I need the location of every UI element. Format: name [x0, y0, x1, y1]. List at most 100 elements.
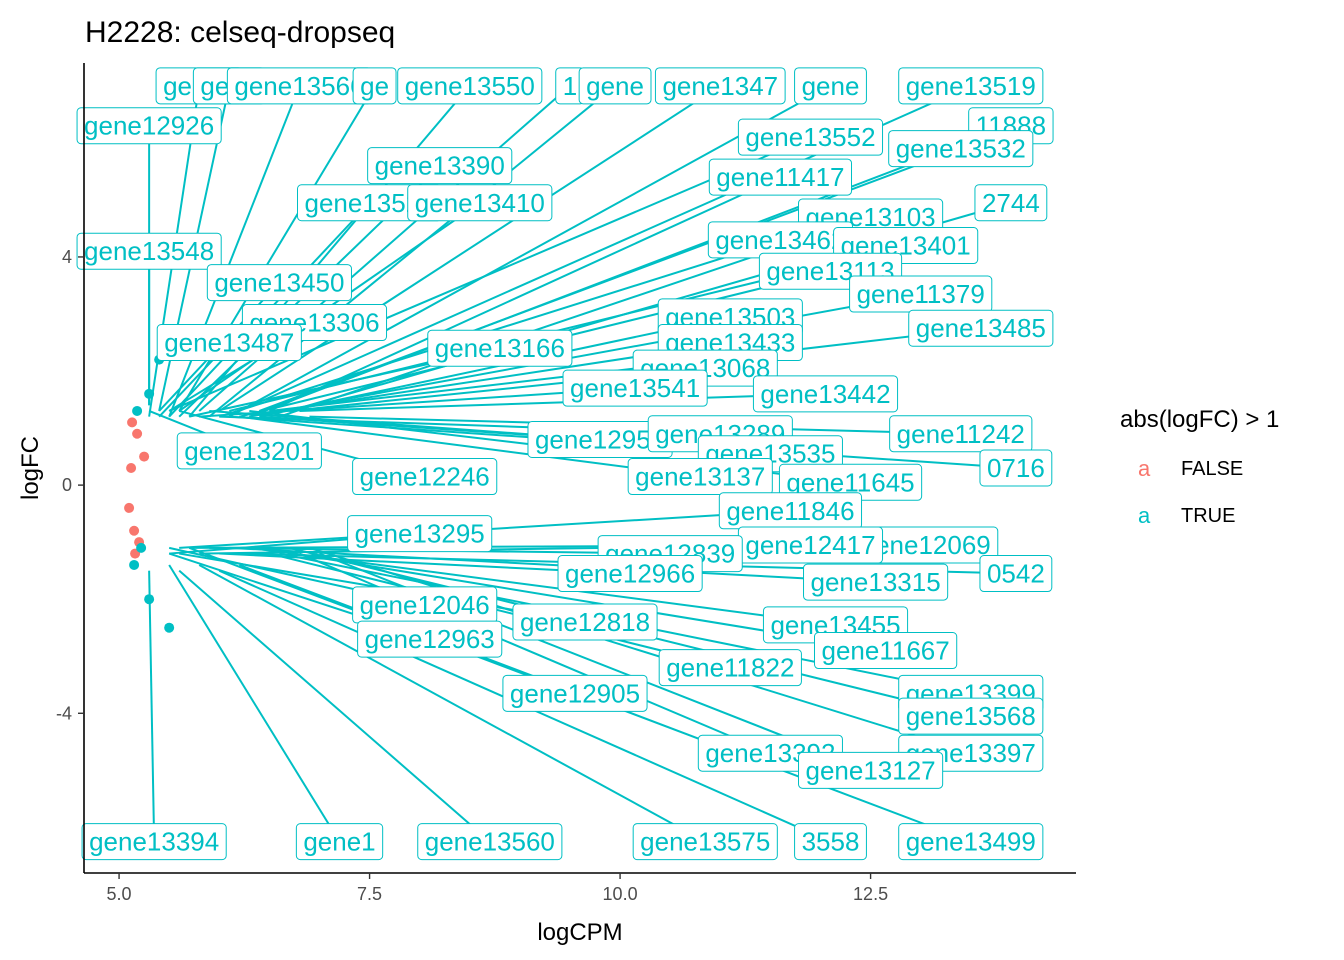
- gene-label-text: 0716: [987, 453, 1045, 483]
- gene-label: gene13485: [908, 309, 1054, 347]
- gene-label-text: gene11417: [716, 162, 844, 192]
- gene-label-box: [654, 67, 786, 105]
- gene-label: gene11417: [708, 158, 853, 196]
- label-segment: [268, 176, 781, 412]
- gene-label: gene13550: [397, 67, 543, 105]
- gene-label: gene1: [295, 823, 384, 861]
- gene-label: gene13552: [737, 118, 884, 156]
- gene-label: gene: [578, 67, 652, 105]
- gene-label-box: [794, 67, 867, 105]
- gene-label: gene12818: [512, 603, 658, 641]
- gene-label-box: [888, 130, 1034, 168]
- label-segment: [299, 392, 826, 412]
- label-segment: [168, 564, 341, 843]
- gene-label-box: [627, 458, 773, 496]
- gene-label-box: [898, 67, 1044, 105]
- gene-label: 2744: [974, 184, 1048, 222]
- gene-label: gene13487: [156, 324, 302, 362]
- gene-label: gene13410: [407, 184, 553, 222]
- label-segment: [228, 84, 831, 418]
- gene-label-text: 1: [563, 71, 577, 101]
- gene-label-text: gene13566: [234, 71, 364, 101]
- data-point: [164, 622, 175, 633]
- gene-label-text: gene13410: [415, 188, 545, 218]
- gene-label-box: [752, 375, 899, 413]
- label-segment: [229, 546, 876, 584]
- gene-label-text: gene13487: [164, 328, 294, 358]
- gene-label: gene12246: [352, 458, 498, 496]
- gene-label-text: gene12966: [565, 559, 695, 589]
- gene-label-text: gene12905: [510, 678, 640, 708]
- label-segment: [309, 546, 972, 755]
- data-point: [139, 451, 150, 462]
- gene-label: gene12417: [737, 526, 884, 564]
- gene-label-box: [658, 649, 802, 687]
- gene-label-text: gene12046: [360, 590, 490, 620]
- gene-label-text: gene13532: [896, 134, 1026, 164]
- gene-label: gene11822: [658, 649, 802, 687]
- gene-label: gene13462: [707, 221, 853, 259]
- gene-label-text: gene13166: [435, 333, 565, 363]
- gene-label-box: [357, 620, 503, 658]
- gene-label-box: [81, 823, 227, 861]
- gene-label: gene13394: [81, 823, 227, 861]
- gene-label-box: [407, 184, 553, 222]
- gene-label-text: gene13442: [760, 379, 890, 409]
- data-point: [129, 559, 140, 570]
- gene-label-text: gene13295: [355, 519, 485, 549]
- label-segment: [198, 564, 706, 843]
- data-point: [132, 405, 143, 416]
- label-segment: [249, 293, 921, 418]
- gene-label-box: [367, 147, 513, 185]
- y-ticks: -4 0 4: [56, 247, 84, 723]
- label-segment: [259, 315, 731, 418]
- gene-label-text: gene1347: [662, 71, 778, 101]
- gene-label-box: [979, 449, 1053, 487]
- gene-label: gene13519: [898, 67, 1044, 105]
- gene-label-box: [974, 184, 1048, 222]
- y-tick-label: -4: [56, 703, 72, 723]
- gene-label: gene13450: [206, 264, 352, 302]
- gene-label-text: gene11822: [666, 653, 794, 683]
- gene-label-box: [898, 697, 1044, 735]
- data-point: [136, 542, 147, 553]
- data-point: [127, 417, 138, 428]
- gene-label-text: gene13450: [214, 268, 344, 298]
- y-tick-label: 0: [62, 475, 72, 495]
- gene-label-text: gene11379: [857, 279, 985, 309]
- gene-label-box: [295, 823, 384, 861]
- gene-label-box: [889, 415, 1033, 453]
- gene-label: 3558: [794, 823, 867, 861]
- gene-label: gene13390: [367, 147, 513, 185]
- gene-label: gene13137: [627, 458, 773, 496]
- gene-label-text: gene11242: [897, 419, 1025, 449]
- gene-label-text: ge: [360, 71, 389, 101]
- gene-label-text: gene13560: [425, 827, 555, 857]
- legend-label-false: FALSE: [1181, 458, 1243, 480]
- gene-label-text: gene1: [303, 827, 375, 857]
- legend: abs(logFC) > 1 a FALSE a TRUE: [1120, 406, 1279, 528]
- gene-label-box: [76, 232, 222, 270]
- gene-label-text: gene12818: [520, 607, 650, 637]
- gene-label: ge: [352, 67, 397, 105]
- gene-label-box: [347, 515, 493, 553]
- gene-label-text: gene13541: [570, 373, 700, 403]
- gene-label-text: gene13550: [405, 71, 535, 101]
- gene-label: gene1347: [654, 67, 786, 105]
- gene-label-text: gene13315: [811, 567, 941, 597]
- gene-label-text: gene13201: [184, 436, 314, 466]
- gene-label-text: gene11846: [726, 496, 854, 526]
- label-segment: [168, 136, 811, 412]
- gene-label-box: [562, 369, 708, 407]
- gene-label-text: gene13127: [806, 755, 936, 785]
- gene-label-text: gene13519: [906, 71, 1036, 101]
- gene-label: gene13442: [752, 375, 899, 413]
- gene-label-text: gene12926: [84, 111, 214, 141]
- x-axis-title: logCPM: [537, 919, 622, 946]
- gene-label-text: gene13575: [640, 827, 770, 857]
- gene-label-box: [557, 555, 703, 593]
- gene-label: gene11667: [814, 632, 958, 670]
- label-segment: [178, 569, 491, 843]
- gene-label: gene11846: [718, 492, 863, 530]
- gene-label: gene13532: [888, 130, 1034, 168]
